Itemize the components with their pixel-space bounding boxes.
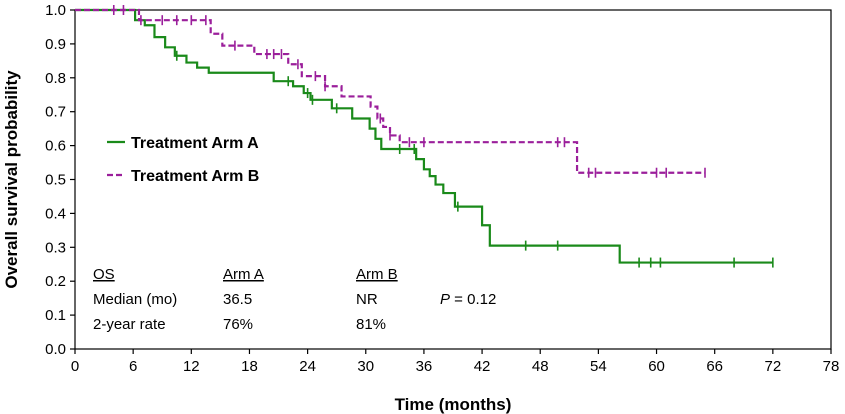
x-tick-label: 66 <box>706 358 723 375</box>
y-tick-label: 0.5 <box>45 172 66 189</box>
x-axis-title: Time (months) <box>395 395 512 414</box>
x-tick-label: 48 <box>532 358 549 375</box>
p-value-symbol: P <box>440 291 450 308</box>
x-tick-label: 12 <box>183 358 200 375</box>
y-tick-label: 0.7 <box>45 104 66 121</box>
y-tick-label: 0.9 <box>45 36 66 53</box>
y-tick-label: 0.0 <box>45 341 66 358</box>
table-header-arm-a: Arm A <box>223 266 264 283</box>
x-tick-label: 42 <box>474 358 491 375</box>
x-tick-label: 0 <box>71 358 79 375</box>
table-row-label-median: Median (mo) <box>93 291 177 308</box>
summary-table: OS Arm A Arm B Median (mo) 36.5 NR P = 0… <box>93 266 496 333</box>
p-value: P = 0.12 <box>440 291 496 308</box>
x-tick-label: 72 <box>765 358 782 375</box>
y-tick-label: 0.6 <box>45 138 66 155</box>
y-tick-label: 0.4 <box>45 205 66 222</box>
y-tick-label: 1.0 <box>45 2 66 19</box>
y-tick-label: 0.8 <box>45 70 66 87</box>
y-tick-label: 0.1 <box>45 307 66 324</box>
p-value-number: = 0.12 <box>450 291 496 308</box>
table-cell-2yr-arm-a: 76% <box>223 316 253 333</box>
table-cell-2yr-arm-b: 81% <box>356 316 386 333</box>
x-tick-label: 78 <box>823 358 840 375</box>
x-tick-label: 30 <box>357 358 374 375</box>
table-row-label-2yr: 2-year rate <box>93 316 166 333</box>
table-header-arm-b: Arm B <box>356 266 398 283</box>
survival-curve-arm-b <box>75 8 705 174</box>
x-tick-label: 6 <box>129 358 137 375</box>
x-tick-label: 54 <box>590 358 607 375</box>
x-tick-label: 24 <box>299 358 316 375</box>
survival-curve-arm-a <box>75 8 773 264</box>
table-header-os: OS <box>93 266 115 283</box>
x-tick-label: 36 <box>416 358 433 375</box>
y-tick-label: 0.2 <box>45 273 66 290</box>
x-tick-label: 18 <box>241 358 258 375</box>
y-axis-title: Overall survival probability <box>2 70 21 289</box>
legend-label-arm-a: Treatment Arm A <box>131 135 259 152</box>
legend: Treatment Arm A Treatment Arm B <box>107 135 259 185</box>
legend-label-arm-b: Treatment Arm B <box>131 168 259 185</box>
table-cell-median-arm-a: 36.5 <box>223 291 252 308</box>
x-tick-label: 60 <box>648 358 665 375</box>
table-cell-median-arm-b: NR <box>356 291 378 308</box>
y-tick-label: 0.3 <box>45 239 66 256</box>
